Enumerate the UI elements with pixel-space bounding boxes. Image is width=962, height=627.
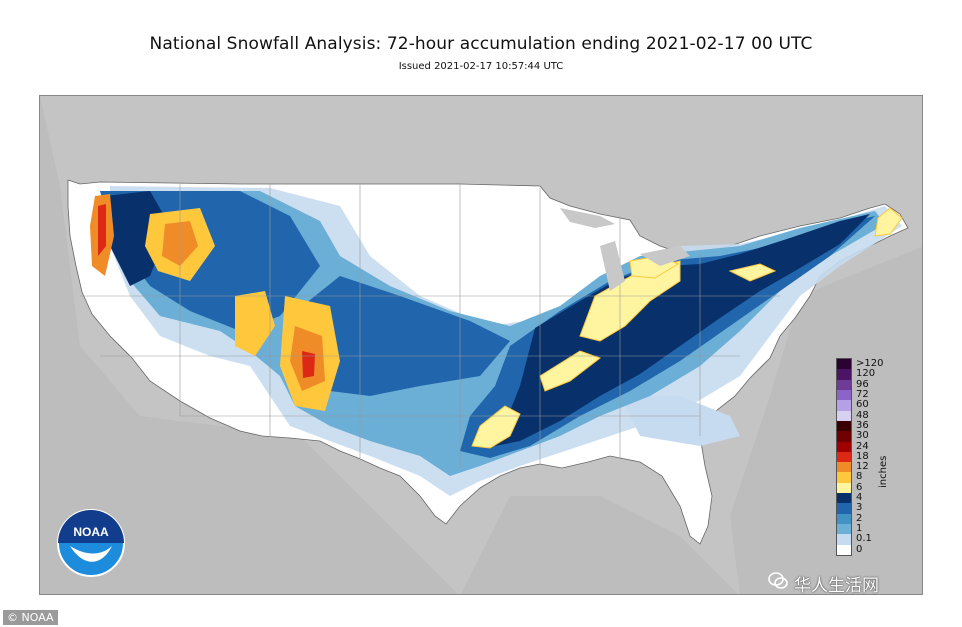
legend-swatch: [837, 369, 851, 381]
legend-label: 12: [856, 461, 869, 473]
photo-credit: © NOAA: [3, 610, 58, 625]
legend-swatch: [837, 513, 851, 525]
legend-label: 48: [856, 409, 869, 421]
snow-18in-cascades: [98, 204, 106, 256]
legend-swatch: [837, 379, 851, 391]
snow-4in-core: [495, 214, 870, 446]
legend-units: inches: [878, 455, 889, 488]
legend-swatch: [837, 462, 851, 473]
snow-8in-wyoming: [235, 291, 275, 356]
legend-label: 6: [856, 481, 863, 493]
legend-label: 30: [856, 430, 869, 442]
pacific-ocean: [40, 96, 458, 594]
atlantic-ocean: [730, 246, 922, 594]
legend-label: >120: [856, 358, 884, 369]
snow-6in-ne: [874, 207, 903, 237]
legend-swatch: [837, 524, 851, 535]
svg-text:NOAA: NOAA: [73, 525, 109, 539]
legend-label: 36: [856, 419, 869, 431]
wechat-icon: [768, 571, 788, 595]
legend-swatch: [837, 493, 851, 504]
legend-label: 2: [856, 512, 863, 524]
state-borders: [80, 184, 780, 468]
noaa-logo: NOAA: [56, 508, 126, 578]
legend-swatch: [837, 410, 851, 422]
snow-18in-colorado: [302, 351, 315, 378]
gulf-of-mexico: [461, 496, 738, 594]
map-title: National Snowfall Analysis: 72-hour accu…: [149, 34, 813, 54]
snow-6in-missouri: [539, 350, 602, 392]
legend-label: 8: [856, 471, 863, 483]
watermark-text: 华人生活网: [794, 575, 879, 596]
legend-swatch: [837, 400, 851, 412]
legend-label: 0: [856, 543, 863, 555]
snowfall-map: [39, 95, 923, 595]
legend-swatch: [837, 389, 851, 401]
legend-swatch: [837, 441, 851, 453]
snow-6in-ny: [728, 263, 777, 282]
legend-label: 72: [856, 388, 869, 400]
legend-label: 4: [856, 492, 863, 504]
legend-label: 60: [856, 399, 869, 411]
legend-swatch: [837, 544, 851, 556]
legend-colorbar: [836, 358, 852, 556]
legend-swatch: [837, 359, 851, 370]
legend-swatch: [837, 534, 851, 546]
watermark: 华人生活网: [768, 571, 879, 596]
snow-2in-plains: [290, 276, 510, 396]
legend-label: 24: [856, 440, 869, 452]
legend-swatch: [837, 503, 851, 515]
legend-label: 96: [856, 378, 869, 390]
snow-6in-texas: [471, 405, 521, 449]
legend-swatch: [837, 472, 851, 484]
legend-label: 120: [856, 368, 876, 380]
legend-label: 18: [856, 450, 869, 462]
legend-swatch: [837, 451, 851, 463]
issued-timestamp: Issued 2021-02-17 10:57:44 UTC: [398, 61, 564, 72]
great-lakes: [560, 208, 690, 291]
legend-swatch: [837, 482, 851, 494]
legend-swatch: [837, 431, 851, 443]
snow-0.1-band-2: [620, 396, 740, 446]
legend-label: 0.1: [856, 533, 872, 545]
legend-swatch: [837, 420, 851, 432]
legend-label: 1: [856, 523, 863, 535]
legend-label: 3: [856, 502, 863, 514]
